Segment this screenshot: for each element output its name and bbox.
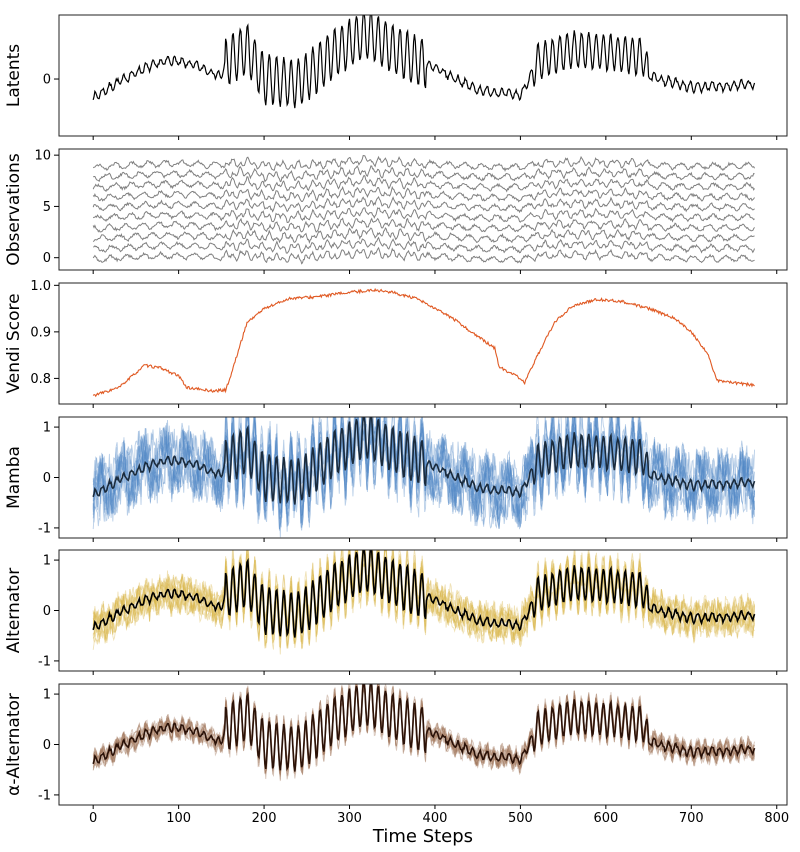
y-tick-label: 0 — [43, 471, 51, 486]
y-tick-label: 10 — [34, 149, 51, 164]
y-tick-label: 1 — [43, 688, 51, 703]
y-axis-label: Observations — [4, 153, 24, 266]
panel-6: -1 0 1 α-Alternator — [4, 683, 788, 809]
x-tick-label: 400 — [423, 811, 448, 826]
y-tick-label: -1 — [38, 788, 51, 803]
panel-2: 0 5 10 Observations — [4, 148, 788, 274]
panel-frame — [58, 14, 788, 137]
plot-area — [92, 15, 756, 109]
latent-line — [92, 417, 756, 505]
panel-frame — [58, 148, 788, 271]
vendi-line — [92, 287, 755, 398]
sample-line — [92, 417, 755, 530]
x-tick-label: 500 — [508, 811, 533, 826]
y-axis-label: Vendi Score — [4, 293, 24, 393]
x-axis-label: Time Steps — [372, 826, 473, 847]
x-tick-label: 600 — [593, 811, 618, 826]
y-tick-label: 0 — [43, 73, 51, 88]
y-tick-label: 0 — [43, 251, 51, 266]
y-axis-label: Latents — [4, 44, 24, 107]
y-tick-label: 1.0 — [30, 279, 51, 294]
y-tick-label: 0.8 — [30, 372, 51, 387]
sample-line — [92, 417, 755, 530]
sample-line — [92, 417, 755, 531]
plot-area — [92, 684, 756, 782]
x-tick-label: 700 — [679, 811, 704, 826]
observation-line — [92, 174, 755, 193]
y-tick-label: -1 — [38, 521, 51, 536]
latent-line — [92, 550, 756, 638]
y-axis-label: α-Alternator — [4, 693, 24, 796]
y-tick-label: 0.9 — [30, 325, 51, 340]
panel-3: 0.8 0.9 1.0 Vendi Score — [4, 279, 788, 408]
observation-line — [92, 155, 755, 172]
observation-line — [92, 207, 755, 223]
sample-line — [92, 417, 755, 528]
panel-frame — [58, 282, 788, 405]
panel-1: 0 Latents — [4, 14, 788, 140]
x-tick-label: 200 — [252, 811, 277, 826]
x-tick-label: 300 — [337, 811, 362, 826]
y-tick-label: 0 — [43, 604, 51, 619]
observation-line — [92, 195, 755, 214]
observation-line — [92, 217, 755, 233]
y-axis-label: Mamba — [4, 446, 24, 509]
plot-area — [92, 417, 756, 538]
latent-line — [92, 684, 756, 772]
panel-4: -1 0 1 Mamba — [4, 416, 788, 542]
y-tick-label: 5 — [43, 200, 51, 215]
latent-line — [92, 15, 756, 109]
plot-area — [92, 155, 755, 265]
x-tick-label: 800 — [764, 811, 789, 826]
observation-line — [92, 246, 755, 265]
y-tick-label: 1 — [43, 421, 51, 436]
y-tick-label: 0 — [43, 738, 51, 753]
observation-line — [92, 185, 755, 203]
y-tick-label: 1 — [43, 554, 51, 569]
x-tick-label: 100 — [166, 811, 191, 826]
plot-area — [92, 550, 756, 655]
y-axis-label: Alternator — [4, 568, 24, 653]
observation-line — [93, 236, 755, 254]
panel-5: -1 0 1 Alternator — [4, 549, 788, 675]
observation-line — [92, 165, 755, 183]
y-tick-label: -1 — [38, 654, 51, 669]
observation-line — [92, 227, 755, 245]
plot-area — [92, 287, 755, 398]
x-tick-label: 0 — [89, 811, 97, 826]
x-axis: 0 100 200 300 400 500 600 700 800 — [89, 811, 789, 826]
